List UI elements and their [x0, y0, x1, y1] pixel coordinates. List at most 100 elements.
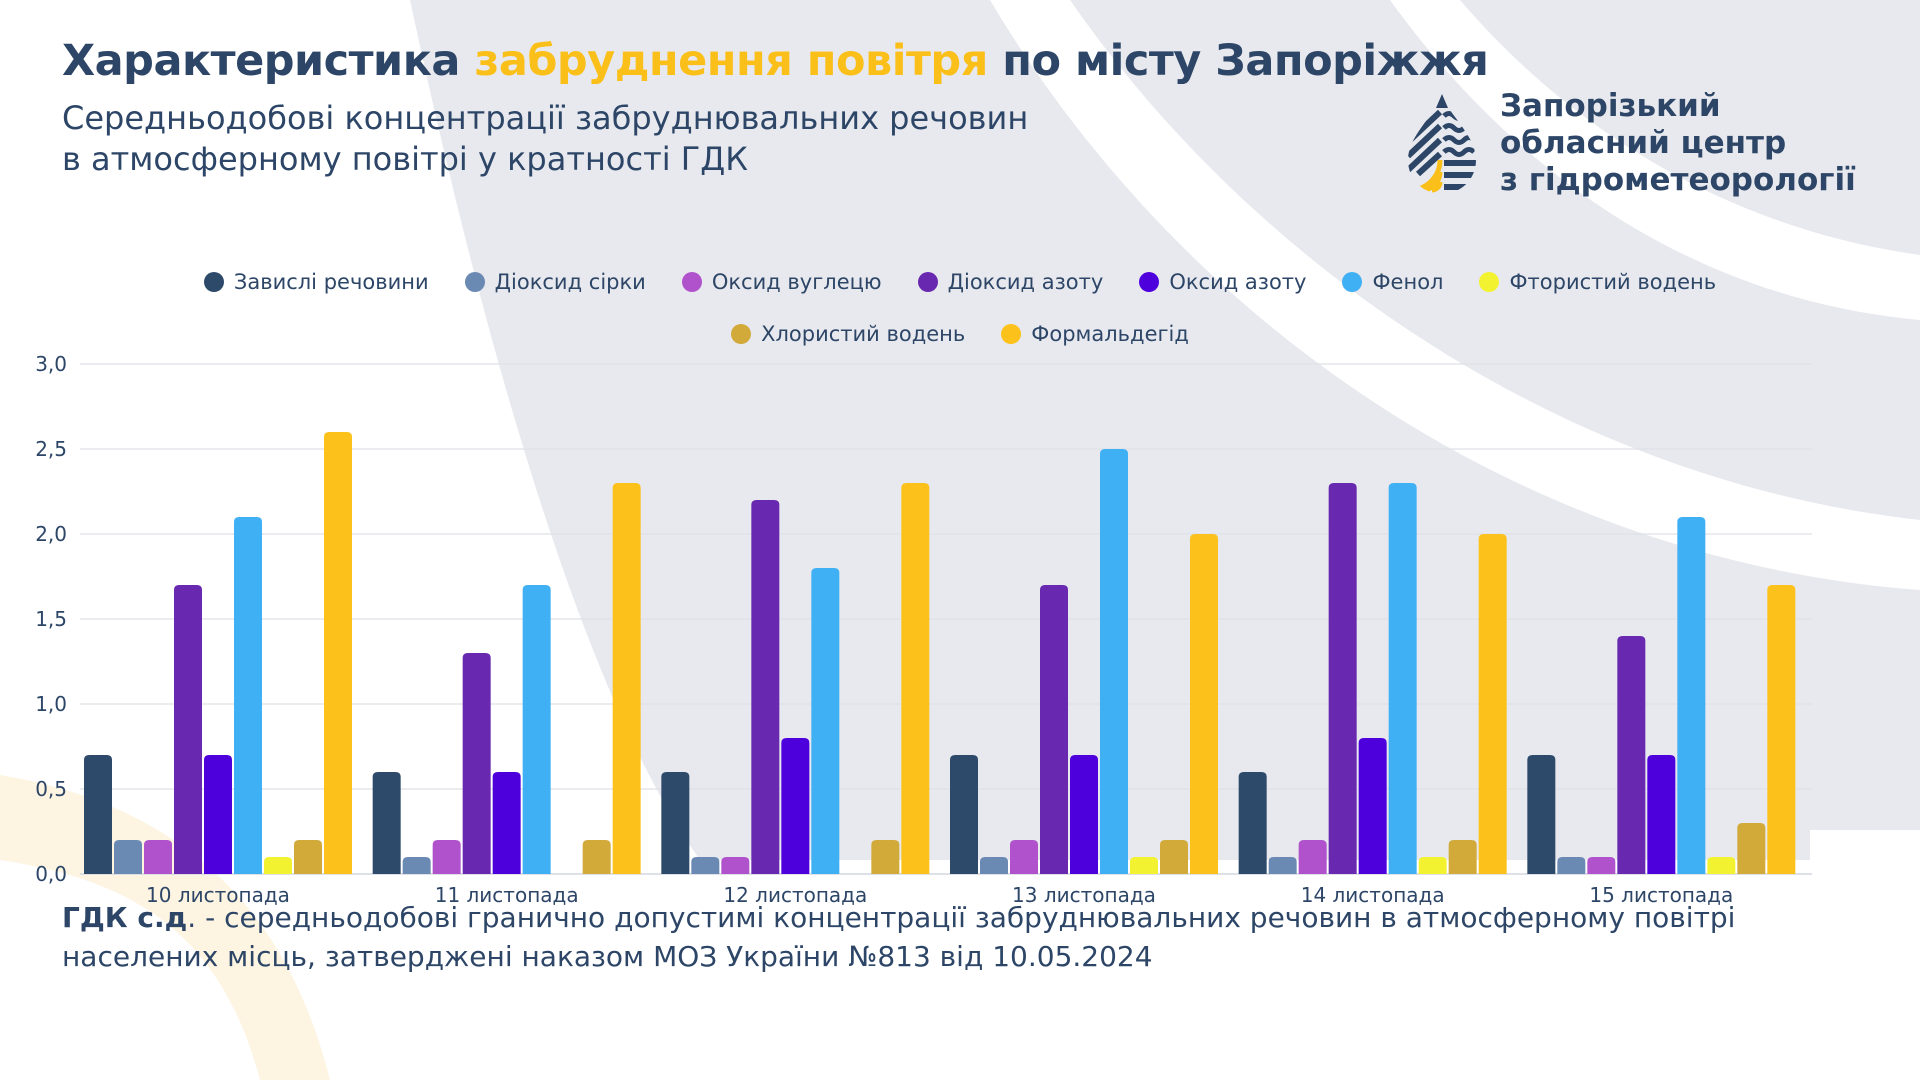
bar[interactable]: [1448, 840, 1477, 874]
page-subtitle: Середньодобові концентрації забруднюваль…: [62, 98, 1028, 180]
legend-color-dot-icon: [1342, 272, 1363, 292]
legend-color-dot-icon: [1139, 272, 1160, 292]
x-category-label: 12 листопада: [723, 883, 867, 907]
legend-label: Завислі речовини: [233, 270, 429, 294]
legend-item[interactable]: Діоксид сірки: [464, 270, 646, 294]
bar[interactable]: [1070, 755, 1098, 874]
bar[interactable]: [1358, 738, 1387, 874]
legend-color-dot-icon: [917, 272, 938, 292]
water-drop-logo-icon: [1408, 94, 1476, 193]
y-tick-label: 1,5: [35, 607, 67, 631]
legend-row-1: Завислі речовини Діоксид сірки Оксид вугле…: [0, 256, 1920, 308]
bar[interactable]: [1100, 449, 1128, 874]
bar[interactable]: [432, 840, 461, 874]
bar[interactable]: [661, 772, 690, 874]
bar[interactable]: [1190, 534, 1218, 874]
legend-label: Діоксид сірки: [494, 270, 646, 294]
bar[interactable]: [522, 585, 551, 874]
bar[interactable]: [204, 755, 232, 874]
bar[interactable]: [1268, 857, 1297, 874]
legend-item[interactable]: Формальдегід: [1001, 322, 1189, 346]
x-category-label: 11 листопада: [435, 883, 579, 907]
legend-item[interactable]: Діоксид азоту: [917, 270, 1104, 294]
footnote-line-1: ГДК с.д. - середньодобові гранично допус…: [62, 898, 1735, 937]
organization-name: Запорізький обласний центр з гідрометеор…: [1500, 88, 1856, 199]
bar[interactable]: [1617, 636, 1646, 874]
bar[interactable]: [1010, 840, 1038, 874]
bar[interactable]: [1557, 857, 1586, 874]
bar[interactable]: [1388, 483, 1417, 874]
legend-label: Діоксид азоту: [947, 270, 1104, 294]
bar[interactable]: [1298, 840, 1327, 874]
chart-gridlines: [80, 363, 1812, 875]
legend-item[interactable]: Фенол: [1342, 270, 1443, 294]
bar[interactable]: [980, 857, 1008, 874]
bar[interactable]: [751, 500, 780, 874]
bar[interactable]: [612, 483, 641, 874]
bar[interactable]: [950, 755, 978, 874]
bar[interactable]: [402, 857, 431, 874]
bar[interactable]: [1040, 585, 1068, 874]
bar[interactable]: [1767, 585, 1796, 874]
legend-color-dot-icon: [203, 272, 224, 292]
bar[interactable]: [691, 857, 720, 874]
bar-chart: 0,0 0,5 1,0 1,5 2,0 2,5 3,0 10 листопада 11 лис…: [35, 352, 1812, 907]
legend-item[interactable]: Оксид азоту: [1139, 270, 1306, 294]
bar[interactable]: [1478, 534, 1507, 874]
bar[interactable]: [84, 755, 112, 874]
legend-label: Оксид вуглецю: [711, 270, 882, 294]
legend-item[interactable]: Оксид вуглецю: [681, 270, 882, 294]
bar[interactable]: [264, 857, 292, 874]
bar[interactable]: [582, 840, 611, 874]
subtitle-line-1: Середньодобові концентрації забруднюваль…: [62, 99, 1029, 137]
bar[interactable]: [294, 840, 322, 874]
bar[interactable]: [324, 432, 352, 874]
bar[interactable]: [901, 483, 930, 874]
legend-label: Фтористий водень: [1509, 270, 1717, 294]
footnote-line-2: населених місць, затверджені наказом МОЗ…: [62, 940, 1153, 973]
y-axis-tick-labels: 0,0 0,5 1,0 1,5 2,0 2,5 3,0: [35, 352, 67, 886]
bar[interactable]: [234, 517, 262, 874]
legend-label: Оксид азоту: [1169, 270, 1307, 294]
bar[interactable]: [721, 857, 750, 874]
legend-item[interactable]: Завислі речовини: [203, 270, 429, 294]
org-line-1: Запорізький: [1500, 88, 1721, 124]
legend-color-dot-icon: [731, 324, 752, 344]
bar[interactable]: [372, 772, 401, 874]
bar[interactable]: [1418, 857, 1447, 874]
bar[interactable]: [1587, 857, 1616, 874]
footnote-definition: . - середньодобові гранично допустимі ко…: [187, 901, 1736, 934]
x-category-label: 10 листопада: [146, 883, 290, 907]
bar[interactable]: [174, 585, 202, 874]
background-grey-shape: [410, 0, 1920, 860]
bar[interactable]: [1677, 517, 1706, 874]
bar[interactable]: [1328, 483, 1357, 874]
chart-bars: [84, 432, 1796, 874]
legend-item[interactable]: Фтористий водень: [1479, 270, 1716, 294]
bar[interactable]: [1527, 755, 1556, 874]
page-title: Характеристика забруднення повітря по мі…: [62, 36, 1489, 86]
background-yellow-arc-inner: [0, 860, 260, 1080]
bar[interactable]: [811, 568, 840, 874]
title-part-1: Характеристика: [62, 36, 475, 86]
title-highlight: забруднення повітря: [474, 36, 988, 86]
bar[interactable]: [114, 840, 142, 874]
bar[interactable]: [781, 738, 810, 874]
bar[interactable]: [144, 840, 172, 874]
legend-item[interactable]: Хлористий водень: [731, 322, 965, 346]
bar[interactable]: [1707, 857, 1736, 874]
bar[interactable]: [1130, 857, 1158, 874]
chart-legend: Завислі речовини Діоксид сірки Оксид вугле…: [0, 256, 1920, 360]
bar[interactable]: [1647, 755, 1676, 874]
x-category-label: 15 листопада: [1589, 883, 1733, 907]
bar[interactable]: [871, 840, 900, 874]
bar[interactable]: [1737, 823, 1766, 874]
y-tick-label: 2,5: [35, 437, 67, 461]
bar[interactable]: [1160, 840, 1188, 874]
bar[interactable]: [462, 653, 491, 874]
bar[interactable]: [492, 772, 521, 874]
legend-color-dot-icon: [464, 272, 485, 292]
subtitle-line-2: в атмосферному повітрі у кратності ГДК: [62, 140, 748, 178]
bar[interactable]: [1238, 772, 1267, 874]
